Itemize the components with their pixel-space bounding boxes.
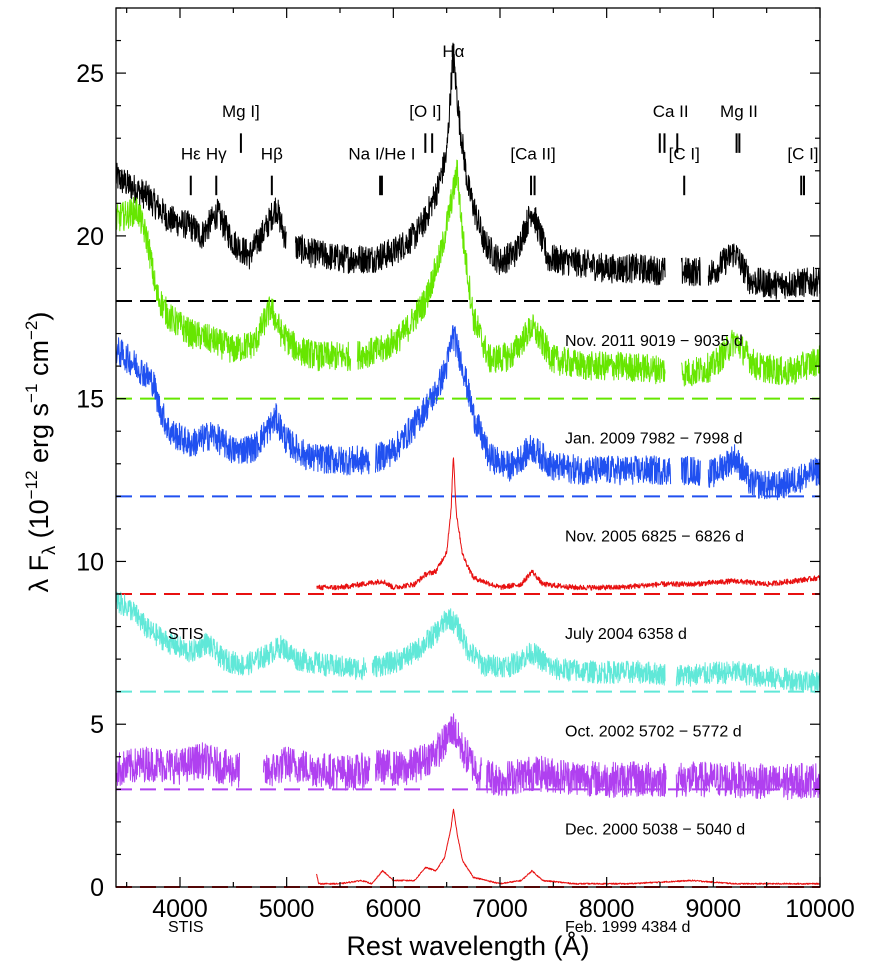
y-tick-label: 20 bbox=[76, 223, 104, 251]
x-tick-label: 9000 bbox=[686, 895, 742, 923]
x-axis-title: Rest wavelength (Å) bbox=[346, 930, 589, 961]
plot-frame bbox=[115, 7, 821, 888]
y-tick-label: 10 bbox=[76, 548, 104, 576]
series-line-5 bbox=[115, 713, 821, 801]
y-title-exp3: −2 bbox=[22, 321, 41, 340]
y-title-prefix: λ F bbox=[24, 555, 54, 593]
line-id-label: Mg I] bbox=[222, 102, 260, 121]
y-axis-title: λ Fλ (10−12 erg s−1 cm−2) bbox=[22, 312, 59, 593]
y-title-paren: (10 bbox=[24, 499, 54, 546]
series-line-3 bbox=[316, 457, 821, 591]
epoch-label: Jan. 2009 7982 − 7998 d bbox=[565, 431, 743, 448]
line-id-label: [O I] bbox=[409, 102, 441, 121]
x-tick-label: 10000 bbox=[785, 895, 855, 923]
y-title-sub: λ bbox=[39, 546, 59, 555]
series-line-6 bbox=[316, 808, 821, 885]
epoch-labels: Nov. 2011 9019 − 9035 d Jan. 2009 7982 − … bbox=[168, 333, 745, 936]
y-tick-label: 0 bbox=[90, 874, 104, 902]
x-tick-label: 4000 bbox=[152, 895, 208, 923]
y-tick-label: 25 bbox=[76, 60, 104, 88]
series-line-4 bbox=[115, 591, 821, 694]
y-tick-label: 5 bbox=[90, 711, 104, 739]
line-id-label: Hε bbox=[181, 144, 201, 163]
line-id-label: [Ca II] bbox=[510, 144, 555, 163]
y-title-exp2: −1 bbox=[22, 384, 41, 403]
y-title-close: ) bbox=[24, 312, 54, 321]
line-id-label: Ca II bbox=[653, 102, 689, 121]
x-tick-label: 5000 bbox=[259, 895, 315, 923]
x-tick-label: 8000 bbox=[579, 895, 635, 923]
line-id-label: Hγ bbox=[206, 144, 227, 163]
line-id-label: Hβ bbox=[261, 144, 283, 163]
y-tick-label: 15 bbox=[76, 386, 104, 414]
x-tick-label: 7000 bbox=[472, 895, 528, 923]
epoch-label: Oct. 2002 5702 − 5772 d bbox=[565, 724, 742, 741]
line-id-label: Mg II bbox=[720, 102, 758, 121]
line-id-label: [C I] bbox=[669, 144, 700, 163]
instrument-label: STIS bbox=[168, 626, 204, 643]
y-title-erg: erg s bbox=[24, 403, 54, 471]
epoch-label: Nov. 2005 6825 − 6826 d bbox=[565, 528, 744, 545]
y-title-exp1: −12 bbox=[22, 470, 41, 499]
line-id-label: [C I] bbox=[787, 144, 818, 163]
instrument-label: STIS bbox=[168, 919, 204, 936]
axes: 4000 5000 6000 7000 8000 9000 10000 0 5 10 15 20 25 bbox=[76, 7, 855, 923]
series-line-2 bbox=[115, 325, 821, 501]
epoch-label: Feb. 1999 4384 d bbox=[565, 919, 690, 936]
series-line-0 bbox=[115, 42, 821, 300]
line-id-label: Na I/He I bbox=[348, 144, 415, 163]
series-group bbox=[115, 42, 821, 885]
epoch-label: Dec. 2000 5038 − 5040 d bbox=[565, 821, 745, 838]
series-line-1 bbox=[115, 159, 821, 387]
epoch-label: Nov. 2011 9019 − 9035 d bbox=[565, 333, 743, 350]
y-title-cm: cm bbox=[24, 340, 54, 384]
epoch-label: July 2004 6358 d bbox=[565, 626, 687, 643]
x-tick-label: 6000 bbox=[366, 895, 422, 923]
